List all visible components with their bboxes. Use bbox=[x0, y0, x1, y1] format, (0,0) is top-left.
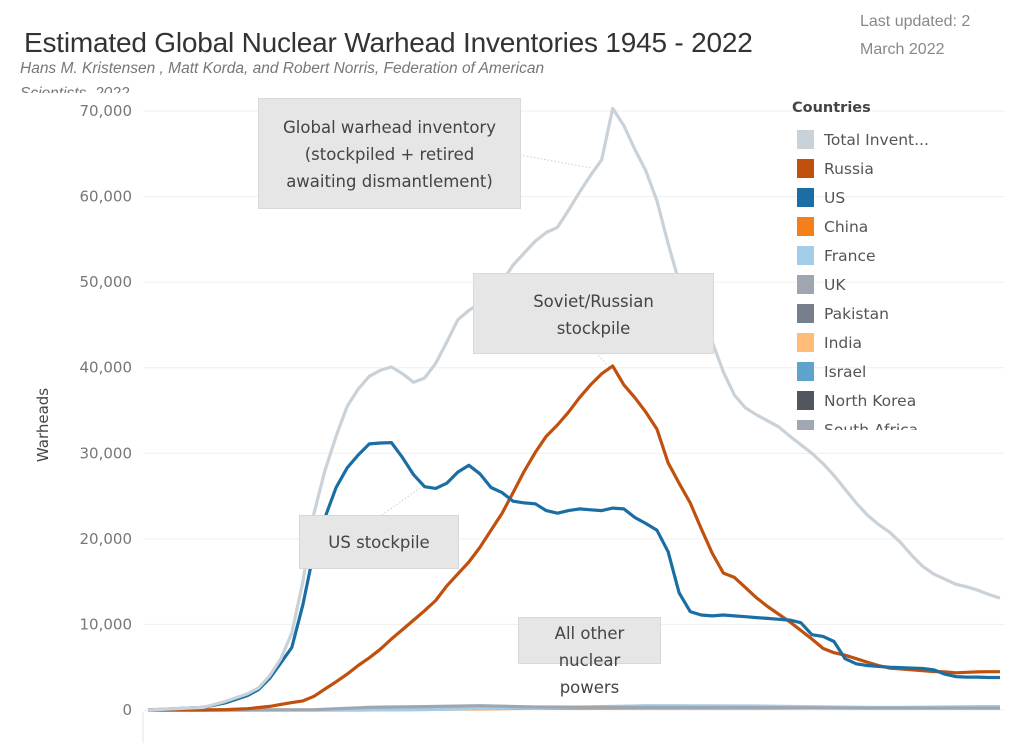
series-lines bbox=[147, 106, 1001, 712]
legend-item[interactable]: North Korea bbox=[792, 386, 992, 415]
annotation-us-stockpile: US stockpile bbox=[299, 515, 459, 569]
legend-label: UK bbox=[824, 275, 846, 294]
legend-label: Russia bbox=[824, 159, 874, 178]
series-line-uk[interactable] bbox=[148, 704, 1000, 712]
annotation-line: powers bbox=[559, 678, 620, 697]
legend-label: China bbox=[824, 217, 869, 236]
annotation-line: Soviet/Russian bbox=[533, 292, 654, 311]
legend-swatch bbox=[797, 275, 814, 294]
y-tick-label: 40,000 bbox=[80, 359, 133, 377]
last-updated: Last updated: 2 March 2022 bbox=[860, 13, 971, 58]
annotation-line: nuclear bbox=[558, 651, 621, 670]
annotation-other-powers: All other nuclear powers bbox=[518, 617, 661, 697]
legend-item[interactable]: US bbox=[792, 183, 992, 212]
series-line-total-invent[interactable] bbox=[147, 106, 1001, 712]
annotation-line: Global warhead inventory bbox=[283, 118, 496, 137]
y-tick-label: 60,000 bbox=[80, 188, 133, 206]
chart-subtitle: Hans M. Kristensen , Matt Korda, and Rob… bbox=[20, 60, 545, 93]
legend-swatch bbox=[797, 217, 814, 236]
soviet-connector bbox=[595, 352, 611, 369]
annotation-global-inventory: Global warhead inventory (stockpiled + r… bbox=[258, 98, 521, 209]
annotation-line: stockpile bbox=[556, 319, 631, 338]
legend-swatch bbox=[797, 391, 814, 410]
legend-item[interactable]: France bbox=[792, 241, 992, 270]
legend-swatch bbox=[797, 420, 814, 430]
legend-swatch bbox=[797, 188, 814, 207]
legend-item[interactable]: UK bbox=[792, 270, 992, 299]
annotation-connectors bbox=[381, 154, 611, 516]
legend: Countries Total Invent... Russia US China Fr… bbox=[792, 100, 992, 430]
legend-label: Pakistan bbox=[824, 304, 889, 323]
legend-item[interactable]: Pakistan bbox=[792, 299, 992, 328]
legend-swatch bbox=[797, 333, 814, 352]
annotation-line: (stockpiled + retired bbox=[304, 145, 475, 164]
legend-swatch bbox=[797, 130, 814, 149]
y-tick-label: 50,000 bbox=[80, 273, 133, 291]
global-connector bbox=[519, 154, 593, 169]
y-tick-label: 0 bbox=[122, 701, 132, 719]
legend-label: Israel bbox=[824, 362, 867, 381]
annotation-line: US stockpile bbox=[328, 533, 430, 552]
y-tick-label: 70,000 bbox=[80, 102, 133, 120]
legend-label: France bbox=[824, 246, 876, 265]
legend-item[interactable]: Israel bbox=[792, 357, 992, 386]
legend-label: US bbox=[824, 188, 846, 207]
legend-swatch bbox=[797, 362, 814, 381]
legend-item[interactable]: South Africa bbox=[792, 415, 992, 430]
y-axis-ticks: 0 10,000 20,000 30,000 40,000 50,000 60,000 70,… bbox=[80, 102, 133, 719]
y-tick-label: 20,000 bbox=[80, 530, 133, 548]
legend-item[interactable]: Total Invent... bbox=[792, 125, 992, 154]
us-connector bbox=[381, 487, 421, 516]
legend-label: North Korea bbox=[824, 391, 917, 410]
legend-label: India bbox=[824, 333, 863, 352]
series-line-us[interactable] bbox=[147, 441, 1000, 712]
legend-swatch bbox=[797, 304, 814, 323]
series-line-russia[interactable] bbox=[148, 364, 1000, 712]
legend-swatch bbox=[797, 246, 814, 265]
annotation-line: awaiting dismantlement) bbox=[286, 172, 493, 191]
legend-item[interactable]: India bbox=[792, 328, 992, 357]
chart-title: Estimated Global Nuclear Warhead Invento… bbox=[24, 27, 753, 58]
y-tick-label: 30,000 bbox=[80, 444, 133, 462]
annotation-line: All other bbox=[554, 624, 625, 643]
y-tick-label: 10,000 bbox=[80, 615, 133, 633]
legend-item[interactable]: China bbox=[792, 212, 992, 241]
legend-label: South Africa bbox=[824, 420, 919, 431]
y-axis-label: Warheads bbox=[34, 388, 52, 462]
legend-swatch bbox=[797, 159, 814, 178]
annotation-soviet-stockpile: Soviet/Russian stockpile bbox=[473, 273, 714, 354]
legend-label: Total Invent... bbox=[824, 130, 929, 149]
legend-title: Countries bbox=[792, 100, 871, 116]
legend-item[interactable]: Russia bbox=[792, 154, 992, 183]
